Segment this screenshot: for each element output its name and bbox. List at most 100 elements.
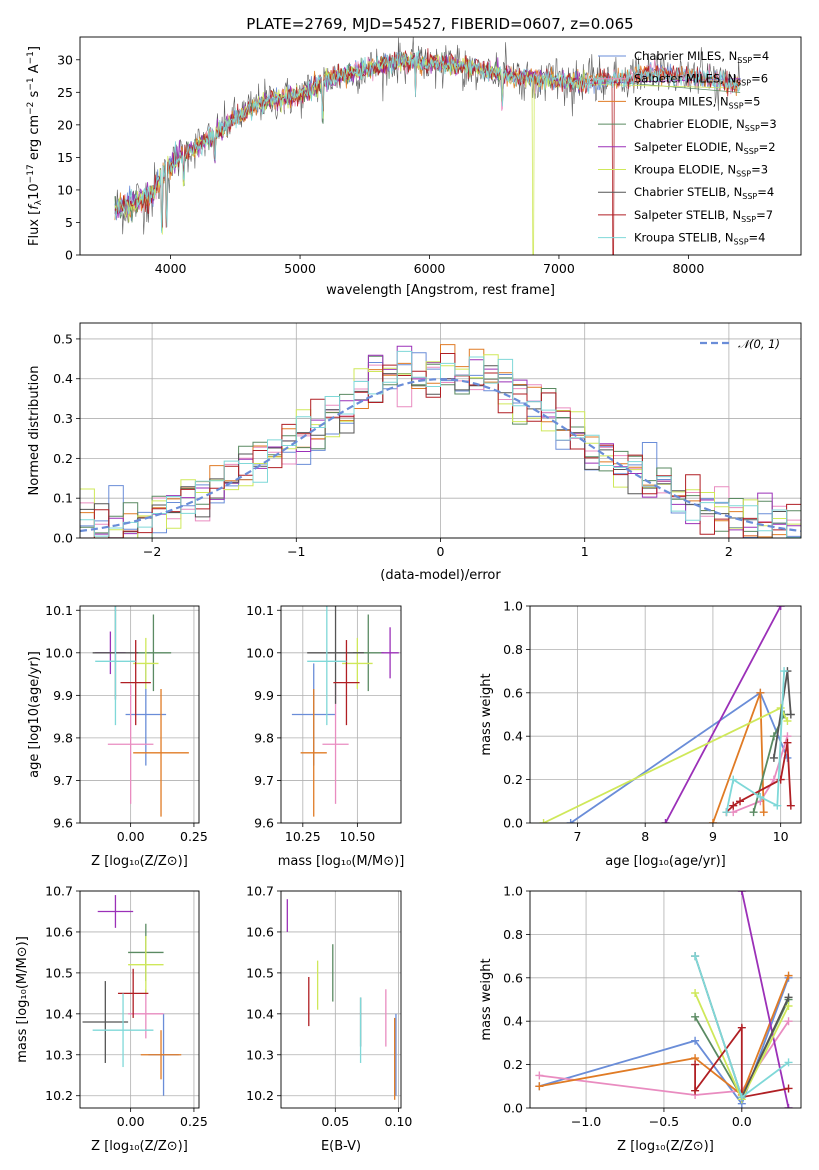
x-tick-label: 0 <box>437 544 445 559</box>
data-point-marker <box>784 993 793 1002</box>
legend-entry: Chabrier STELIB, NSSP=4 <box>634 185 774 201</box>
data-point-marker <box>756 688 765 697</box>
data-point-marker <box>783 717 792 726</box>
legend-entry: Salpeter ELODIE, NSSP=2 <box>634 140 776 156</box>
histogram-series-step <box>80 350 801 538</box>
x-axis-label: Z [log₁₀(Z/Z⊙)] <box>91 1139 188 1154</box>
massweight-series-line <box>725 742 792 813</box>
y-tick-label: 10.3 <box>45 1047 73 1062</box>
residual-histogram-panel: −2 −1 0 1 2 0.0 0.1 0.2 0.3 0.4 0.5 (data-model)/er… <box>27 322 802 583</box>
x-tick-label: 9 <box>709 829 717 844</box>
data-point-marker <box>661 819 670 823</box>
data-point-marker <box>737 1023 746 1032</box>
data-point-marker <box>708 819 717 823</box>
x-axis-label: age [log₁₀(age/yr)] <box>605 854 726 869</box>
spectrum-series-line <box>114 50 741 233</box>
axes-frame <box>79 605 200 824</box>
y-tick-label: 0.4 <box>503 1014 523 1029</box>
data-point-marker <box>786 801 795 810</box>
y-tick-label: 10.4 <box>246 1006 274 1021</box>
x-tick-label: 1 <box>581 544 589 559</box>
y-tick-label: 9.9 <box>254 688 274 703</box>
x-tick-label: 2 <box>725 544 733 559</box>
x-axis-label: Z [log₁₀(Z/Z⊙)] <box>617 1139 714 1154</box>
data-point-marker <box>566 819 575 823</box>
axes-frame <box>280 890 402 1109</box>
y-tick-label: 0.8 <box>503 927 523 942</box>
plot-area <box>82 895 182 1096</box>
data-point-marker <box>756 792 765 801</box>
figure-title: PLATE=2769, MJD=54527, FIBERID=0607, z=0… <box>246 15 633 33</box>
mass-vs-ebv-panel: 0.05 0.10 10.2 10.3 10.4 10.5 10.6 10.7 E(B-V) <box>246 884 412 1155</box>
y-tick-label: 0 <box>65 248 73 263</box>
plot-area <box>539 606 795 823</box>
y-tick-label: 9.8 <box>254 730 274 745</box>
data-point-marker <box>776 606 785 610</box>
y-tick-label: 10.1 <box>45 603 73 618</box>
data-point-marker <box>784 971 793 980</box>
data-point-marker <box>759 808 768 817</box>
massweight-series-line <box>732 735 789 813</box>
y-tick-label: 10.4 <box>45 1006 73 1021</box>
y-tick-label: 10.1 <box>246 603 274 618</box>
y-tick-label: 0.0 <box>503 1101 523 1116</box>
plot-area <box>114 37 741 255</box>
y-tick-label: 10.2 <box>45 1088 73 1103</box>
legend-entry: Kroupa ELODIE, NSSP=3 <box>634 163 768 179</box>
data-point-marker <box>535 1071 544 1080</box>
y-tick-label: 10.0 <box>246 645 274 660</box>
y-axis-label: mass weight <box>479 673 494 755</box>
y-tick-label: 9.8 <box>53 730 73 745</box>
histogram-series-step <box>80 344 801 538</box>
x-tick-label: 10.25 <box>285 829 321 844</box>
y-tick-label: 10.5 <box>246 965 274 980</box>
y-tick-label: 10.7 <box>45 884 73 899</box>
axes-frame <box>280 605 402 824</box>
x-axis-label: Z [log₁₀(Z/Z⊙)] <box>91 854 188 869</box>
mass-vs-metallicity-panel: 0.00 0.25 10.2 10.3 10.4 10.5 10.6 10.7 Z [log₁₀… <box>15 884 208 1155</box>
data-point-marker <box>737 1093 746 1102</box>
y-tick-label: 25 <box>57 85 73 100</box>
data-point-marker <box>780 667 789 676</box>
age-vs-mass-panel: 10.25 10.50 9.6 9.7 9.8 9.9 10.0 10.1 mass [log₁… <box>246 603 405 869</box>
x-tick-label: 8 <box>641 829 649 844</box>
data-point-marker <box>691 988 700 997</box>
data-point-marker <box>784 1017 793 1026</box>
y-tick-label: 0.2 <box>503 772 523 787</box>
legend-entry: Kroupa MILES, NSSP=5 <box>634 94 760 110</box>
y-tick-label: 10.2 <box>246 1088 274 1103</box>
y-tick-label: 0.4 <box>503 729 523 744</box>
legend-entry: Salpeter MILES, NSSP=6 <box>634 72 768 88</box>
axes-frame <box>79 890 200 1109</box>
massweight-vs-metallicity-panel: −1.0 −0.5 0.0 0.0 0.2 0.4 0.6 0.8 1.0 Z [log₁₀(Z/… <box>479 884 802 1154</box>
y-tick-label: 10.3 <box>246 1047 274 1062</box>
x-tick-label: 0.25 <box>180 829 208 844</box>
data-point-marker <box>691 952 700 961</box>
y-tick-label: 0.2 <box>53 451 73 466</box>
massweight-series-line <box>740 891 790 1108</box>
x-tick-label: 10 <box>773 829 789 844</box>
y-tick-label: 9.7 <box>254 773 274 788</box>
x-tick-label: 10.50 <box>339 829 375 844</box>
legend-entry: Chabrier MILES, NSSP=4 <box>634 49 769 65</box>
x-axis-label: mass [log₁₀(M/M⊙)] <box>278 854 405 869</box>
data-point-marker <box>784 1084 793 1093</box>
y-tick-label: 10 <box>57 182 73 197</box>
x-tick-label: 8000 <box>672 261 704 276</box>
y-tick-label: 10.7 <box>246 884 274 899</box>
y-tick-label: 0.2 <box>503 1057 523 1072</box>
y-axis-label: age [log10(age/yr)] <box>27 651 42 778</box>
data-point-marker <box>722 808 731 817</box>
x-tick-label: 0.05 <box>321 1114 349 1129</box>
massweight-series-line <box>539 977 790 1106</box>
y-tick-label: 10.5 <box>45 965 73 980</box>
x-tick-label: −1.0 <box>571 1114 601 1129</box>
massweight-series-line <box>694 1024 789 1099</box>
x-tick-label: 6000 <box>414 261 446 276</box>
y-tick-label: 10.6 <box>246 924 274 939</box>
x-axis-label: (data-model)/error <box>380 568 501 583</box>
data-point-marker <box>784 1104 793 1108</box>
x-tick-label: 0.10 <box>385 1114 413 1129</box>
x-tick-label: 0.00 <box>117 1114 145 1129</box>
massweight-series-line <box>664 606 782 823</box>
